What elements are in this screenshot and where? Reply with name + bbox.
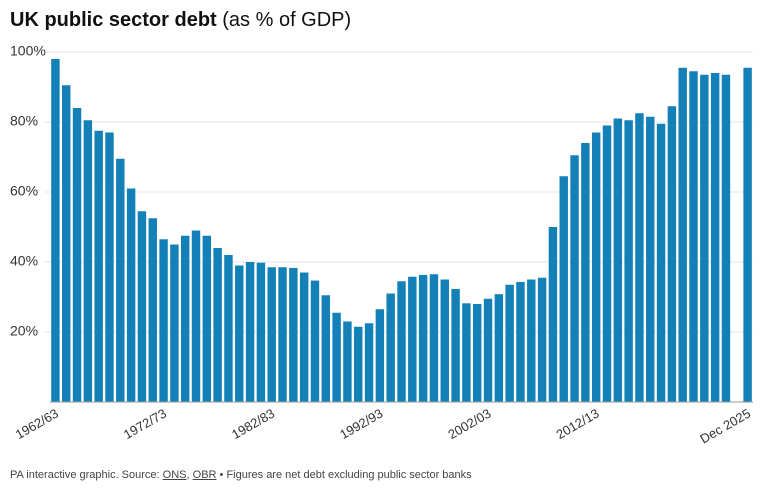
- bar: [462, 303, 471, 402]
- bar: [94, 130, 103, 402]
- source-link[interactable]: OBR: [192, 469, 217, 481]
- bar: [332, 312, 341, 402]
- bar: [321, 295, 331, 402]
- bar: [278, 267, 287, 402]
- bar: [570, 155, 579, 402]
- bar: [624, 120, 633, 402]
- title: UK public sector debt: [10, 9, 217, 31]
- x-tick-label: 2012/13: [553, 406, 601, 442]
- bar: [559, 176, 568, 402]
- bar: [527, 279, 536, 402]
- bar: [721, 74, 731, 402]
- bar: [256, 262, 266, 402]
- footer-note: • Figures are net debt excluding public …: [219, 469, 472, 481]
- bar: [72, 108, 82, 402]
- bar: [667, 106, 677, 402]
- bar: [440, 279, 449, 402]
- bar: [494, 294, 504, 402]
- y-tick-label: 20%: [10, 323, 38, 339]
- bar: [591, 132, 601, 402]
- chart: UK public sector debt (as % of GDP) 20% 4…: [10, 9, 753, 447]
- chart-title: UK public sector debt (as % of GDP): [10, 9, 351, 31]
- bar: [191, 230, 201, 402]
- bar: [678, 67, 687, 402]
- bar: [213, 248, 222, 402]
- bar: [137, 211, 147, 402]
- bar: [581, 143, 590, 402]
- bar: [364, 323, 374, 402]
- bar: [299, 272, 309, 402]
- bar: [537, 277, 547, 402]
- source-link[interactable]: ONS: [162, 469, 187, 481]
- bar: [343, 321, 352, 402]
- bar: [105, 132, 114, 402]
- x-tick-label: 1962/63: [13, 406, 61, 442]
- bar: [397, 281, 406, 402]
- x-tick-label: 1972/73: [121, 406, 169, 442]
- bar: [159, 239, 168, 402]
- bar: [710, 73, 720, 402]
- bar: [418, 274, 428, 402]
- bar: [505, 284, 514, 402]
- bar: [429, 274, 439, 402]
- x-tick-label: 1982/83: [229, 406, 277, 442]
- bar: [83, 120, 93, 402]
- bar: [548, 227, 558, 402]
- bar: [289, 267, 298, 402]
- footer-text: PA interactive graphic. Source:: [10, 469, 160, 481]
- bar: [483, 298, 493, 402]
- bar: [516, 281, 525, 402]
- x-tick-label: 1992/93: [337, 406, 385, 442]
- x-tick-label: Dec 2025: [697, 406, 753, 447]
- bar: [656, 123, 666, 402]
- bar: [451, 288, 460, 402]
- footer: PA interactive graphic. Source: ONS, OBR…: [10, 469, 472, 481]
- bar: [116, 158, 125, 402]
- separator: ,: [186, 469, 190, 481]
- y-tick-label: 80%: [10, 113, 38, 129]
- bar: [267, 267, 276, 402]
- bar: [386, 293, 395, 402]
- y-tick-label: 60%: [10, 183, 38, 199]
- bar: [62, 85, 71, 402]
- bar: [235, 265, 244, 402]
- bar: [635, 113, 644, 402]
- bar: [602, 125, 612, 402]
- y-tick-label: 40%: [10, 253, 38, 269]
- bar: [354, 326, 363, 402]
- bar: [375, 309, 385, 402]
- bar: [613, 118, 623, 402]
- bar: [224, 255, 233, 402]
- bar: [310, 280, 320, 402]
- x-tick-label: 2002/03: [445, 406, 493, 442]
- bar: [180, 235, 190, 402]
- bar: [700, 74, 709, 402]
- subtitle: (as % of GDP): [222, 9, 351, 31]
- bar: [472, 304, 482, 402]
- bar: [408, 276, 417, 402]
- bar: [743, 67, 752, 402]
- bar: [202, 235, 212, 402]
- y-tick-label: 100%: [10, 43, 46, 59]
- bar: [51, 59, 60, 402]
- bar: [689, 71, 698, 402]
- bar: [170, 244, 179, 402]
- bar: [126, 188, 136, 402]
- bar: [148, 218, 157, 402]
- bar: [646, 116, 655, 402]
- bar: [245, 262, 255, 402]
